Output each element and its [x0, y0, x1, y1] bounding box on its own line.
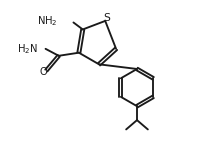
Text: H$_2$N: H$_2$N	[17, 42, 38, 56]
Text: S: S	[103, 13, 110, 23]
Text: NH$_2$: NH$_2$	[37, 14, 57, 28]
Text: O: O	[39, 67, 47, 77]
